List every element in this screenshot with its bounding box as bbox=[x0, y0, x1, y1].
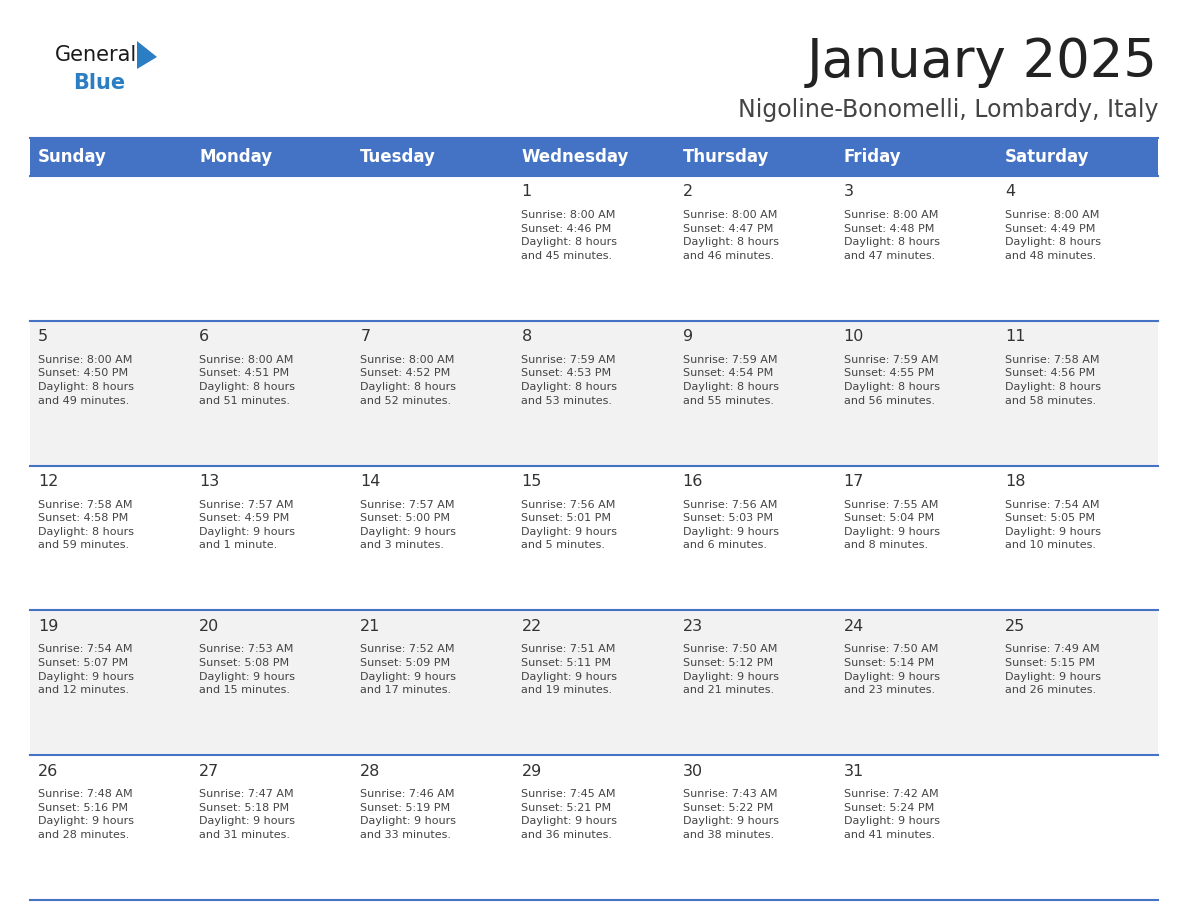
Text: 26: 26 bbox=[38, 764, 58, 778]
Text: Sunrise: 7:48 AM
Sunset: 5:16 PM
Daylight: 9 hours
and 28 minutes.: Sunrise: 7:48 AM Sunset: 5:16 PM Dayligh… bbox=[38, 789, 134, 840]
Text: Sunrise: 8:00 AM
Sunset: 4:47 PM
Daylight: 8 hours
and 46 minutes.: Sunrise: 8:00 AM Sunset: 4:47 PM Dayligh… bbox=[683, 210, 778, 261]
Text: 7: 7 bbox=[360, 330, 371, 344]
Text: Sunrise: 7:46 AM
Sunset: 5:19 PM
Daylight: 9 hours
and 33 minutes.: Sunrise: 7:46 AM Sunset: 5:19 PM Dayligh… bbox=[360, 789, 456, 840]
Text: January 2025: January 2025 bbox=[807, 36, 1158, 88]
Text: 2: 2 bbox=[683, 185, 693, 199]
Text: 13: 13 bbox=[200, 474, 220, 489]
Text: 17: 17 bbox=[843, 474, 864, 489]
Text: Friday: Friday bbox=[843, 148, 902, 166]
Text: 10: 10 bbox=[843, 330, 864, 344]
Text: 9: 9 bbox=[683, 330, 693, 344]
Text: Tuesday: Tuesday bbox=[360, 148, 436, 166]
Bar bbox=[30, 465, 1158, 610]
Text: Sunrise: 8:00 AM
Sunset: 4:48 PM
Daylight: 8 hours
and 47 minutes.: Sunrise: 8:00 AM Sunset: 4:48 PM Dayligh… bbox=[843, 210, 940, 261]
Text: Sunrise: 7:58 AM
Sunset: 4:56 PM
Daylight: 8 hours
and 58 minutes.: Sunrise: 7:58 AM Sunset: 4:56 PM Dayligh… bbox=[1005, 354, 1101, 406]
Text: Sunrise: 7:57 AM
Sunset: 5:00 PM
Daylight: 9 hours
and 3 minutes.: Sunrise: 7:57 AM Sunset: 5:00 PM Dayligh… bbox=[360, 499, 456, 551]
Text: Monday: Monday bbox=[200, 148, 272, 166]
Text: Saturday: Saturday bbox=[1005, 148, 1089, 166]
Text: 3: 3 bbox=[843, 185, 854, 199]
Text: Sunrise: 8:00 AM
Sunset: 4:50 PM
Daylight: 8 hours
and 49 minutes.: Sunrise: 8:00 AM Sunset: 4:50 PM Dayligh… bbox=[38, 354, 134, 406]
Text: Nigoline-Bonomelli, Lombardy, Italy: Nigoline-Bonomelli, Lombardy, Italy bbox=[738, 98, 1158, 122]
Text: Sunrise: 7:59 AM
Sunset: 4:55 PM
Daylight: 8 hours
and 56 minutes.: Sunrise: 7:59 AM Sunset: 4:55 PM Dayligh… bbox=[843, 354, 940, 406]
Bar bbox=[30, 320, 1158, 465]
Text: 16: 16 bbox=[683, 474, 703, 489]
Text: 29: 29 bbox=[522, 764, 542, 778]
Text: Sunrise: 7:54 AM
Sunset: 5:05 PM
Daylight: 9 hours
and 10 minutes.: Sunrise: 7:54 AM Sunset: 5:05 PM Dayligh… bbox=[1005, 499, 1101, 551]
Text: 15: 15 bbox=[522, 474, 542, 489]
Bar bbox=[30, 756, 1158, 900]
Text: Thursday: Thursday bbox=[683, 148, 769, 166]
Text: Sunrise: 7:56 AM
Sunset: 5:01 PM
Daylight: 9 hours
and 5 minutes.: Sunrise: 7:56 AM Sunset: 5:01 PM Dayligh… bbox=[522, 499, 618, 551]
Text: Sunrise: 7:51 AM
Sunset: 5:11 PM
Daylight: 9 hours
and 19 minutes.: Sunrise: 7:51 AM Sunset: 5:11 PM Dayligh… bbox=[522, 644, 618, 695]
Text: Sunrise: 7:50 AM
Sunset: 5:12 PM
Daylight: 9 hours
and 21 minutes.: Sunrise: 7:50 AM Sunset: 5:12 PM Dayligh… bbox=[683, 644, 778, 695]
Text: 6: 6 bbox=[200, 330, 209, 344]
Text: Sunrise: 7:53 AM
Sunset: 5:08 PM
Daylight: 9 hours
and 15 minutes.: Sunrise: 7:53 AM Sunset: 5:08 PM Dayligh… bbox=[200, 644, 295, 695]
Text: Sunrise: 7:55 AM
Sunset: 5:04 PM
Daylight: 9 hours
and 8 minutes.: Sunrise: 7:55 AM Sunset: 5:04 PM Dayligh… bbox=[843, 499, 940, 551]
Text: 27: 27 bbox=[200, 764, 220, 778]
Text: 24: 24 bbox=[843, 619, 864, 634]
Polygon shape bbox=[137, 41, 157, 69]
Text: 14: 14 bbox=[360, 474, 380, 489]
Text: Sunrise: 8:00 AM
Sunset: 4:49 PM
Daylight: 8 hours
and 48 minutes.: Sunrise: 8:00 AM Sunset: 4:49 PM Dayligh… bbox=[1005, 210, 1101, 261]
Text: Wednesday: Wednesday bbox=[522, 148, 628, 166]
Text: Sunrise: 7:56 AM
Sunset: 5:03 PM
Daylight: 9 hours
and 6 minutes.: Sunrise: 7:56 AM Sunset: 5:03 PM Dayligh… bbox=[683, 499, 778, 551]
Text: 22: 22 bbox=[522, 619, 542, 634]
Text: Sunrise: 7:49 AM
Sunset: 5:15 PM
Daylight: 9 hours
and 26 minutes.: Sunrise: 7:49 AM Sunset: 5:15 PM Dayligh… bbox=[1005, 644, 1101, 695]
Text: 30: 30 bbox=[683, 764, 702, 778]
Text: Sunrise: 7:59 AM
Sunset: 4:54 PM
Daylight: 8 hours
and 55 minutes.: Sunrise: 7:59 AM Sunset: 4:54 PM Dayligh… bbox=[683, 354, 778, 406]
Text: Sunday: Sunday bbox=[38, 148, 107, 166]
Bar bbox=[30, 176, 1158, 320]
Text: 20: 20 bbox=[200, 619, 220, 634]
Text: General: General bbox=[55, 45, 138, 65]
Text: 1: 1 bbox=[522, 185, 532, 199]
Text: 19: 19 bbox=[38, 619, 58, 634]
Bar bbox=[30, 138, 1158, 176]
Text: 18: 18 bbox=[1005, 474, 1025, 489]
Text: 5: 5 bbox=[38, 330, 49, 344]
Text: 4: 4 bbox=[1005, 185, 1015, 199]
Text: Sunrise: 7:50 AM
Sunset: 5:14 PM
Daylight: 9 hours
and 23 minutes.: Sunrise: 7:50 AM Sunset: 5:14 PM Dayligh… bbox=[843, 644, 940, 695]
Text: Sunrise: 7:43 AM
Sunset: 5:22 PM
Daylight: 9 hours
and 38 minutes.: Sunrise: 7:43 AM Sunset: 5:22 PM Dayligh… bbox=[683, 789, 778, 840]
Text: Sunrise: 8:00 AM
Sunset: 4:52 PM
Daylight: 8 hours
and 52 minutes.: Sunrise: 8:00 AM Sunset: 4:52 PM Dayligh… bbox=[360, 354, 456, 406]
Text: Sunrise: 7:58 AM
Sunset: 4:58 PM
Daylight: 8 hours
and 59 minutes.: Sunrise: 7:58 AM Sunset: 4:58 PM Dayligh… bbox=[38, 499, 134, 551]
Text: Blue: Blue bbox=[72, 73, 125, 93]
Text: 21: 21 bbox=[360, 619, 380, 634]
Text: 31: 31 bbox=[843, 764, 864, 778]
Text: 25: 25 bbox=[1005, 619, 1025, 634]
Text: Sunrise: 7:59 AM
Sunset: 4:53 PM
Daylight: 8 hours
and 53 minutes.: Sunrise: 7:59 AM Sunset: 4:53 PM Dayligh… bbox=[522, 354, 618, 406]
Text: Sunrise: 7:47 AM
Sunset: 5:18 PM
Daylight: 9 hours
and 31 minutes.: Sunrise: 7:47 AM Sunset: 5:18 PM Dayligh… bbox=[200, 789, 295, 840]
Text: Sunrise: 7:52 AM
Sunset: 5:09 PM
Daylight: 9 hours
and 17 minutes.: Sunrise: 7:52 AM Sunset: 5:09 PM Dayligh… bbox=[360, 644, 456, 695]
Text: Sunrise: 7:57 AM
Sunset: 4:59 PM
Daylight: 9 hours
and 1 minute.: Sunrise: 7:57 AM Sunset: 4:59 PM Dayligh… bbox=[200, 499, 295, 551]
Text: Sunrise: 7:42 AM
Sunset: 5:24 PM
Daylight: 9 hours
and 41 minutes.: Sunrise: 7:42 AM Sunset: 5:24 PM Dayligh… bbox=[843, 789, 940, 840]
Text: Sunrise: 8:00 AM
Sunset: 4:51 PM
Daylight: 8 hours
and 51 minutes.: Sunrise: 8:00 AM Sunset: 4:51 PM Dayligh… bbox=[200, 354, 295, 406]
Text: 28: 28 bbox=[360, 764, 380, 778]
Text: 8: 8 bbox=[522, 330, 532, 344]
Text: Sunrise: 8:00 AM
Sunset: 4:46 PM
Daylight: 8 hours
and 45 minutes.: Sunrise: 8:00 AM Sunset: 4:46 PM Dayligh… bbox=[522, 210, 618, 261]
Text: 11: 11 bbox=[1005, 330, 1025, 344]
Text: Sunrise: 7:54 AM
Sunset: 5:07 PM
Daylight: 9 hours
and 12 minutes.: Sunrise: 7:54 AM Sunset: 5:07 PM Dayligh… bbox=[38, 644, 134, 695]
Bar bbox=[30, 610, 1158, 756]
Text: 23: 23 bbox=[683, 619, 702, 634]
Text: Sunrise: 7:45 AM
Sunset: 5:21 PM
Daylight: 9 hours
and 36 minutes.: Sunrise: 7:45 AM Sunset: 5:21 PM Dayligh… bbox=[522, 789, 618, 840]
Text: 12: 12 bbox=[38, 474, 58, 489]
